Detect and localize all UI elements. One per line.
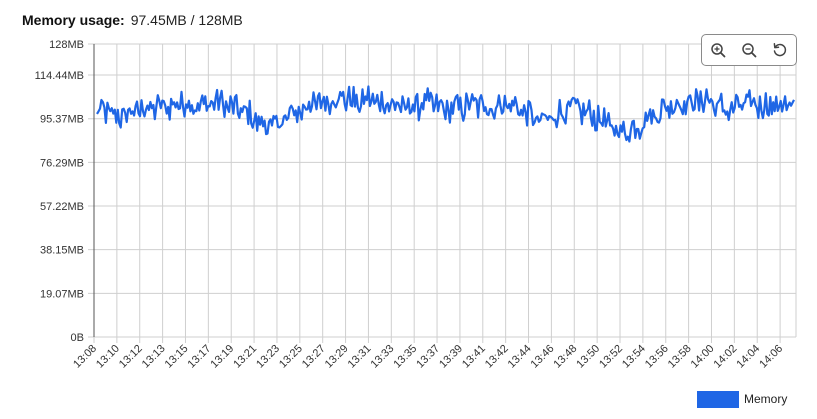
x-tick-label: 13:10 [94, 343, 122, 371]
x-tick-label: 13:48 [551, 343, 579, 371]
x-tick-label: 13:58 [666, 343, 694, 371]
x-tick-label: 13:13 [140, 343, 168, 371]
x-tick-label: 13:33 [368, 343, 396, 371]
x-tick-label: 13:27 [300, 343, 328, 371]
y-tick-label: 76.29MB [40, 157, 84, 169]
x-tick-label: 13:23 [254, 343, 282, 371]
y-tick-label: 0B [71, 332, 84, 344]
x-tick-label: 13:25 [277, 343, 305, 371]
zoom-out-icon [742, 43, 757, 58]
x-tick-label: 14:00 [689, 343, 717, 371]
legend: Memory [697, 391, 787, 408]
x-tick-label: 13:15 [163, 343, 191, 371]
x-tick-label: 13:39 [437, 343, 465, 371]
x-axis-ticks: 13:0813:1013:1213:1313:1513:1713:1913:21… [71, 343, 785, 371]
zoom-in-icon [710, 43, 726, 58]
x-tick-label: 13:29 [323, 343, 351, 371]
y-tick-label: 114.44MB [35, 70, 84, 82]
memory-usage-label: Memory usage: [22, 12, 125, 28]
x-tick-label: 14:06 [757, 343, 785, 371]
y-tick-label: 128MB [49, 39, 84, 51]
reset-zoom-icon [773, 43, 787, 57]
x-tick-label: 13:31 [346, 343, 374, 371]
x-tick-label: 13:46 [529, 343, 557, 371]
memory-series-line [96, 85, 795, 143]
legend-swatch-memory [697, 391, 739, 408]
chart-toolbar [701, 34, 797, 66]
x-tick-label: 14:04 [734, 343, 762, 371]
grid-layer [88, 43, 797, 343]
legend-label-memory: Memory [744, 392, 787, 406]
x-tick-label: 13:12 [117, 343, 145, 371]
y-tick-label: 38.15MB [40, 245, 84, 257]
x-tick-label: 13:19 [208, 343, 236, 371]
zoom-in-button[interactable] [706, 38, 730, 62]
x-tick-label: 13:44 [506, 343, 534, 371]
x-tick-label: 13:56 [643, 343, 671, 371]
x-tick-label: 13:50 [574, 343, 602, 371]
x-tick-label: 13:37 [414, 343, 442, 371]
x-tick-label: 13:17 [186, 343, 214, 371]
memory-usage-value: 97.45MB / 128MB [130, 12, 243, 28]
x-tick-label: 14:02 [712, 343, 740, 371]
y-tick-label: 57.22MB [40, 201, 84, 213]
series-layer [96, 85, 795, 143]
x-tick-label: 13:42 [483, 343, 511, 371]
x-tick-label: 13:52 [597, 343, 625, 371]
memory-usage-header: Memory usage: 97.45MB / 128MB [22, 12, 243, 28]
y-tick-label: 19.07MB [40, 288, 84, 300]
zoom-out-button[interactable] [737, 38, 761, 62]
x-tick-label: 13:21 [231, 343, 259, 371]
x-tick-label: 13:35 [391, 343, 419, 371]
x-tick-label: 13:41 [460, 343, 488, 371]
x-tick-label: 13:54 [620, 343, 648, 371]
y-axis-ticks: 0B 19.07MB 38.15MB 57.22MB 76.29MB 95.37MB 114… [35, 39, 84, 344]
x-tick-label: 13:08 [71, 343, 99, 371]
y-tick-label: 95.37MB [40, 114, 84, 126]
reset-zoom-button[interactable] [768, 38, 792, 62]
